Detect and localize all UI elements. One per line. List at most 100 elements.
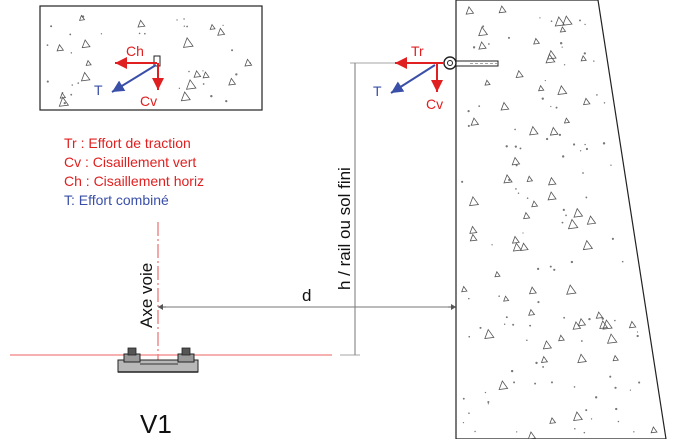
dimension-d: d xyxy=(158,286,456,310)
aggregate-dot xyxy=(472,46,476,49)
aggregate-dot xyxy=(70,93,73,96)
aggregate-dot xyxy=(526,197,529,199)
aggregate-dot xyxy=(478,105,481,107)
aggregate-dot xyxy=(513,381,516,384)
aggregate-mark xyxy=(59,92,67,99)
aggregate-dot xyxy=(71,84,74,86)
aggregate-mark xyxy=(531,200,539,208)
aggregate-dot xyxy=(593,60,595,62)
aggregate-mark xyxy=(573,207,584,218)
aggregate-dot xyxy=(231,49,234,52)
aggregate-dot xyxy=(579,150,582,152)
aggregate-dot xyxy=(563,64,566,66)
aggregate-mark xyxy=(202,71,210,79)
aggregate-dot xyxy=(561,221,564,224)
aggregate-mark xyxy=(244,58,253,67)
aggregate-dot xyxy=(487,400,490,404)
aggregate-mark xyxy=(228,77,237,86)
aggregate-dot xyxy=(70,52,73,54)
aggregate-dot xyxy=(585,147,589,151)
aggregate-dot xyxy=(487,403,489,405)
aggregate-mark xyxy=(217,27,226,36)
aggregate-mark xyxy=(547,49,557,60)
aggregate-mark xyxy=(557,85,568,96)
aggregate-mark xyxy=(469,225,478,234)
aggregate-dot xyxy=(542,366,545,368)
aggregate-mark xyxy=(511,235,520,244)
aggregate-mark xyxy=(56,43,65,52)
aggregate-dot xyxy=(515,164,518,167)
aggregate-mark xyxy=(566,284,577,295)
aggregate-dot xyxy=(235,73,238,76)
aggregate-mark xyxy=(498,380,509,390)
aggregate-mark xyxy=(540,355,549,364)
aggregate-dot xyxy=(178,87,181,89)
aggregate-dot xyxy=(539,17,541,19)
aggregate-mark xyxy=(606,333,618,344)
aggregate-mark xyxy=(58,96,70,107)
aggregate-dot xyxy=(572,143,576,146)
inset-t-arrow xyxy=(111,64,157,93)
aggregate-mark xyxy=(503,174,513,184)
aggregate-dot xyxy=(549,265,552,268)
aggregate-mark xyxy=(137,19,146,28)
aggregate-dot xyxy=(633,431,635,433)
aggregate-mark xyxy=(573,411,583,422)
aggregate-dot xyxy=(579,19,581,22)
aggregate-mark xyxy=(494,270,501,278)
aggregate-dot xyxy=(614,319,616,322)
aggregate-mark xyxy=(542,340,553,350)
aggregate-mark xyxy=(461,285,468,293)
aggregate-mark xyxy=(526,175,534,182)
aggregate-mark xyxy=(182,36,194,48)
aggregate-mark xyxy=(582,97,591,106)
aggregate-dot xyxy=(144,32,146,35)
aggregate-dot xyxy=(544,79,546,82)
aggregate-dot xyxy=(522,232,524,234)
aggregate-dot xyxy=(505,145,508,148)
aggregate-dot xyxy=(77,82,80,84)
aggregate-dot xyxy=(588,317,591,321)
aggregate-dot xyxy=(176,19,178,21)
aggregate-dot xyxy=(462,397,465,400)
aggregate-dot xyxy=(545,137,549,141)
aggregate-dot xyxy=(225,99,228,103)
aggregate-dot xyxy=(561,46,563,48)
aggregate-dot xyxy=(585,409,588,412)
caption: V1 xyxy=(140,409,172,439)
aggregate-mark xyxy=(78,14,86,21)
wall-tr-label: Tr xyxy=(411,43,424,59)
aggregate-mark xyxy=(563,117,571,124)
aggregate-dot xyxy=(559,42,563,45)
wall-forces: Tr T Cv xyxy=(373,43,443,112)
aggregate-mark xyxy=(478,41,487,50)
aggregate-dot xyxy=(188,70,190,73)
aggregate-dot xyxy=(69,33,72,36)
aggregate-mark xyxy=(582,239,594,251)
aggregate-dot xyxy=(100,33,103,35)
aggregate-mark xyxy=(538,84,545,92)
aggregate-dot xyxy=(468,335,471,338)
inset-cv-label: Cv xyxy=(140,93,157,109)
aggregate-mark xyxy=(567,218,579,230)
aggregate-mark xyxy=(577,353,587,364)
aggregate-dot xyxy=(498,295,500,297)
aggregate-mark xyxy=(503,295,510,302)
aggregate-dot xyxy=(222,24,224,27)
aggregate-dot xyxy=(488,43,490,45)
aggregate-dot xyxy=(462,422,465,424)
wall-t-arrow xyxy=(390,64,436,94)
aggregate-dot xyxy=(468,412,470,414)
axis-label: Axe voie xyxy=(137,263,156,328)
aggregate-dot xyxy=(574,427,576,430)
aggregate-mark xyxy=(180,91,191,102)
aggregate-dot xyxy=(186,25,189,28)
aggregate-dot xyxy=(584,143,586,146)
aggregate-dot xyxy=(602,142,606,145)
aggregate-dot xyxy=(541,97,544,100)
aggregate-dot xyxy=(611,237,614,240)
track-axis: Axe voie xyxy=(10,222,332,362)
aggregate-dot xyxy=(536,267,540,270)
